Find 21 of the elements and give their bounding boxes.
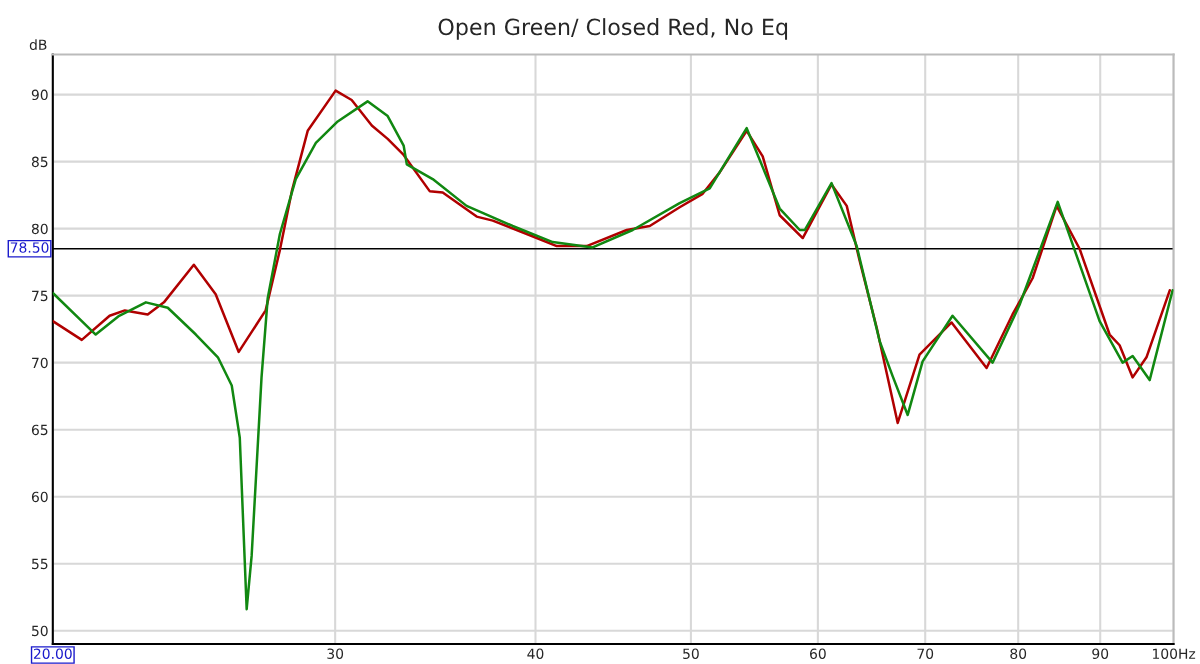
x-tick-label: 50 — [683, 648, 699, 659]
y-tick-label: 70 — [32, 357, 48, 369]
x-tick-label: 70 — [917, 648, 934, 659]
y-tick-label: 50 — [32, 625, 48, 637]
y-tick-label: 80 — [31, 223, 48, 235]
x-tick-label: 40 — [527, 648, 544, 659]
x-tick-label: 90 — [1092, 648, 1109, 659]
y-tick-label: 85 — [31, 156, 48, 168]
x-tick-label: 20.00 — [33, 648, 72, 659]
x-tick-label: 30 — [327, 648, 344, 659]
x-tick-label: 80 — [1010, 648, 1027, 659]
y-tick-label: 75 — [32, 290, 48, 302]
y-tick-label: 60 — [31, 491, 48, 503]
chart-title: Open Green/ Closed Red, No Eq — [438, 18, 788, 40]
y-tick-label: 65 — [31, 424, 48, 436]
ref-line-label: 78.50 — [10, 242, 49, 253]
y-tick-label: 55 — [32, 558, 48, 570]
x-tick-label: 60 — [810, 648, 826, 659]
y-tick-label: 90 — [31, 89, 48, 101]
x-tick-label: 100Hz — [1153, 648, 1196, 659]
y-axis-title: dB — [29, 39, 47, 50]
